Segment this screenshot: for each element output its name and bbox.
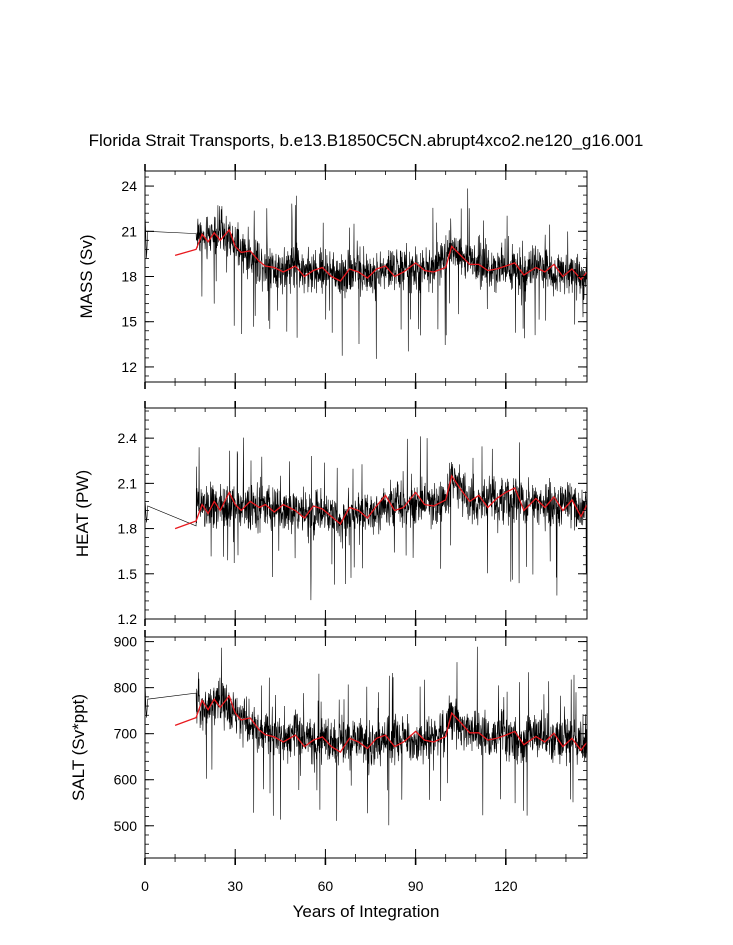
salt-y-axis-label: SALT (Sv*ppt) <box>69 694 88 801</box>
salt-raw-line <box>144 646 588 826</box>
salt-y-ticks: 500 600 700 800 900 <box>114 630 587 865</box>
heat-plot-frame <box>144 407 588 620</box>
heat-y-tick-label: 2.1 <box>118 475 138 491</box>
heat-y-axis-label: HEAT (PW) <box>73 470 92 557</box>
mass-y-axis-label: MASS (Sv) <box>77 234 96 318</box>
mass-panel: 12 15 18 21 24 MASS (Sv) <box>77 164 588 389</box>
salt-smooth-line <box>174 694 588 753</box>
figure-title: Florida Strait Transports, b.e13.B1850C5… <box>89 131 644 150</box>
mass-y-tick-label: 24 <box>121 178 137 194</box>
x-tick-label: 30 <box>227 878 243 894</box>
heat-smooth-line <box>174 474 588 530</box>
mass-y-tick-label: 18 <box>121 269 137 285</box>
mass-y-tick-label: 21 <box>121 223 137 239</box>
heat-y-tick-label: 1.2 <box>118 611 138 627</box>
mass-y-tick-label: 12 <box>121 359 137 375</box>
heat-y-ticks: 1.2 1.5 1.8 2.1 2.4 <box>118 401 587 627</box>
salt-y-tick-label: 900 <box>114 634 138 650</box>
salt-plot-frame <box>144 636 588 859</box>
mass-y-tick-label: 15 <box>121 314 137 330</box>
heat-y-tick-label: 1.5 <box>118 566 138 582</box>
salt-y-tick-label: 500 <box>114 818 138 834</box>
salt-raw-series <box>144 646 588 826</box>
x-tick-label: 0 <box>141 878 149 894</box>
heat-panel: 1.2 1.5 1.8 2.1 2.4 HEAT (PW) <box>73 401 588 627</box>
x-axis-ticks: 0 30 60 90 120 <box>141 878 518 894</box>
x-tick-label: 60 <box>318 878 334 894</box>
x-tick-label: 90 <box>408 878 424 894</box>
heat-smooth-series <box>174 474 588 530</box>
mass-raw-series <box>144 188 588 359</box>
mass-smooth-line <box>174 228 588 282</box>
mass-smooth-series <box>174 228 588 282</box>
salt-y-tick-label: 600 <box>114 772 138 788</box>
x-axis-label: Years of Integration <box>293 902 440 921</box>
mass-raw-line <box>144 188 588 359</box>
x-tick-label: 120 <box>494 878 518 894</box>
heat-y-tick-label: 2.4 <box>118 430 138 446</box>
heat-y-tick-label: 1.8 <box>118 521 138 537</box>
salt-y-tick-label: 800 <box>114 680 138 696</box>
mass-y-ticks: 12 15 18 21 24 <box>121 164 587 389</box>
heat-raw-line <box>144 436 588 601</box>
salt-y-tick-label: 700 <box>114 726 138 742</box>
heat-raw-series <box>144 436 588 601</box>
salt-panel: 500 600 700 800 900 SALT (Sv*ppt) <box>69 630 588 865</box>
salt-smooth-series <box>174 694 588 753</box>
